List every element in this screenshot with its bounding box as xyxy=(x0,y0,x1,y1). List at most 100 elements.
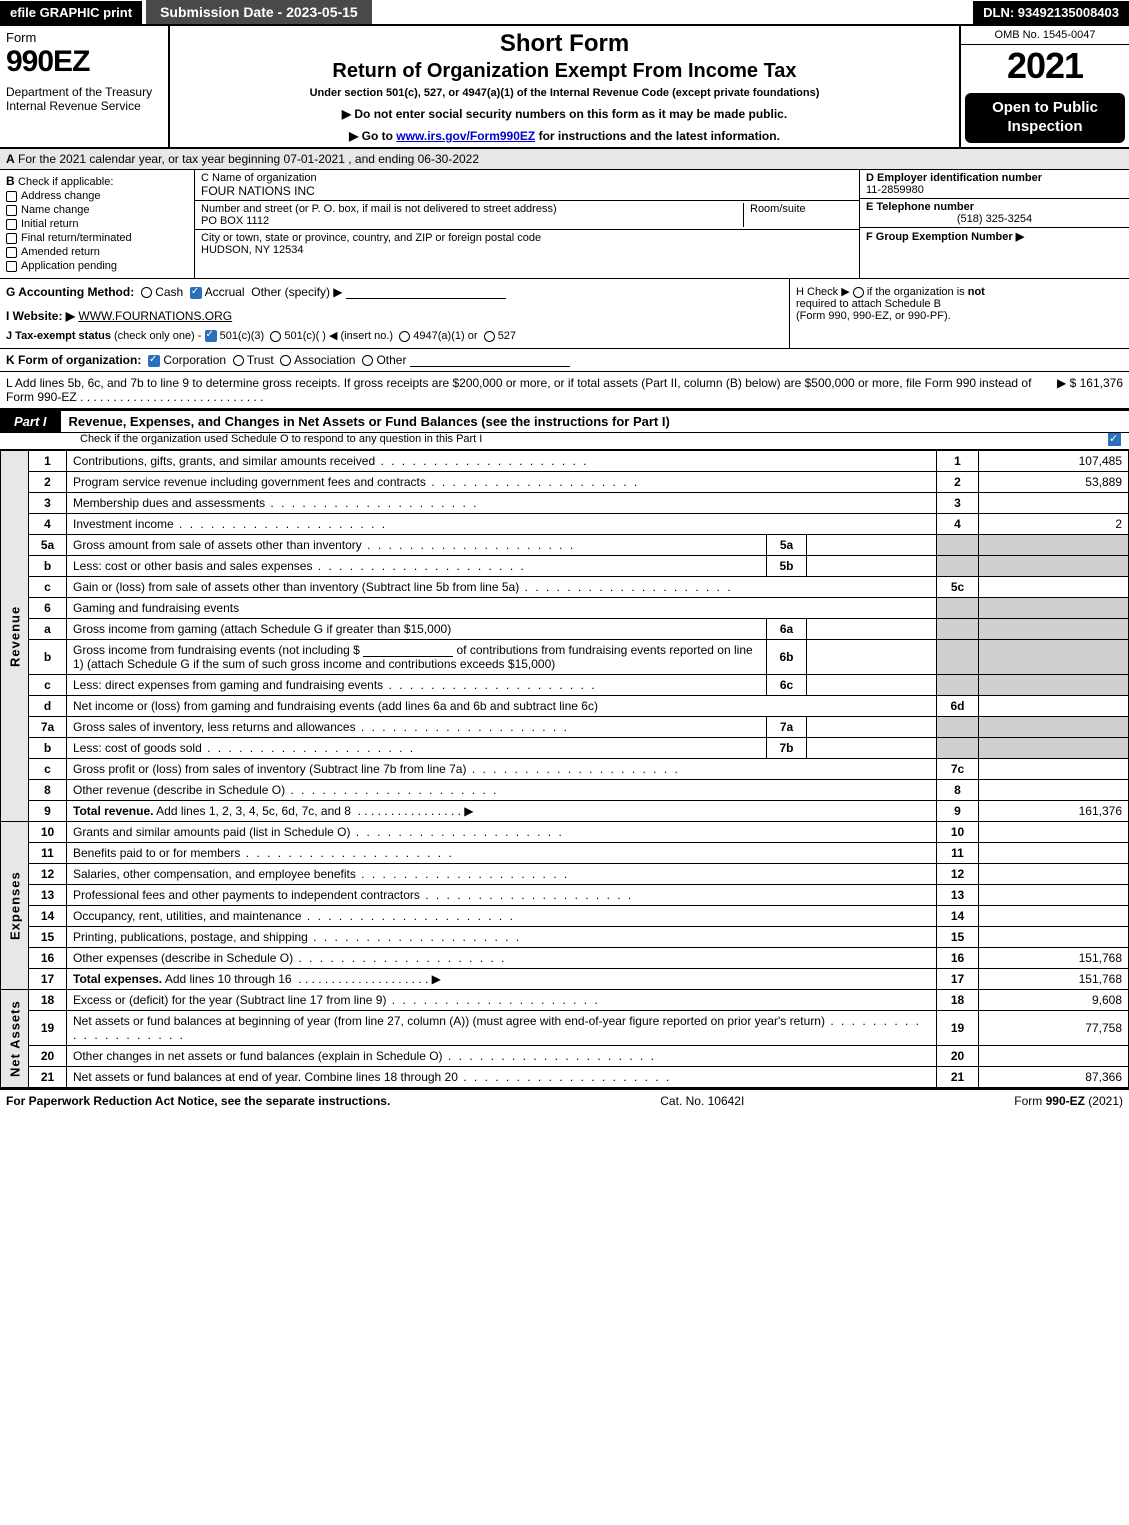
line-4: 4 Investment income 4 2 xyxy=(1,514,1129,535)
r6b-blank[interactable] xyxy=(363,645,453,657)
line-subval xyxy=(807,675,937,696)
g-cash: Cash xyxy=(155,285,183,299)
radio-icon[interactable] xyxy=(484,331,495,342)
i-label: I Website: ▶ xyxy=(6,309,75,323)
line-desc: Other expenses (describe in Schedule O) xyxy=(67,948,937,969)
line-subval xyxy=(807,619,937,640)
checkbox-checked-icon[interactable] xyxy=(1108,433,1121,446)
line-num: d xyxy=(29,696,67,717)
line-rlab: 15 xyxy=(937,927,979,948)
shade-cell xyxy=(979,717,1129,738)
b-application-pending[interactable]: Application pending xyxy=(6,260,188,272)
b-name-change[interactable]: Name change xyxy=(6,204,188,216)
line-num: c xyxy=(29,577,67,598)
b-amended-return[interactable]: Amended return xyxy=(6,246,188,258)
irs-link[interactable]: www.irs.gov/Form990EZ xyxy=(396,129,535,143)
line-num: 13 xyxy=(29,885,67,906)
checkbox-icon xyxy=(6,233,17,244)
footer-right-post: (2021) xyxy=(1085,1094,1123,1108)
section-k: K Form of organization: Corporation Trus… xyxy=(0,349,1129,372)
line-desc: Salaries, other compensation, and employ… xyxy=(67,864,937,885)
shade-cell xyxy=(979,535,1129,556)
line-rlab: 3 xyxy=(937,493,979,514)
line-5c: c Gain or (loss) from sale of assets oth… xyxy=(1,577,1129,598)
b-address-change[interactable]: Address change xyxy=(6,190,188,202)
line-10: Expenses 10 Grants and similar amounts p… xyxy=(1,822,1129,843)
line-desc: Occupancy, rent, utilities, and maintena… xyxy=(67,906,937,927)
radio-icon[interactable] xyxy=(399,331,410,342)
checkbox-checked-icon[interactable] xyxy=(148,355,160,367)
website-value[interactable]: WWW.FOURNATIONS.ORG xyxy=(78,309,232,323)
section-c: C Name of organization FOUR NATIONS INC … xyxy=(195,170,859,278)
l-amount: $ 161,376 xyxy=(1070,376,1123,390)
b-final-return[interactable]: Final return/terminated xyxy=(6,232,188,244)
b-check-label: Check if applicable: xyxy=(18,176,113,188)
line-rval xyxy=(979,1046,1129,1067)
k-other-blank[interactable] xyxy=(410,355,570,367)
line-18: Net Assets 18 Excess or (deficit) for th… xyxy=(1,990,1129,1011)
line-sublab: 5b xyxy=(767,556,807,577)
shade-cell xyxy=(937,717,979,738)
org-name: FOUR NATIONS INC xyxy=(201,184,853,198)
line-desc: Less: cost of goods sold xyxy=(67,738,767,759)
shade-cell xyxy=(937,738,979,759)
line-rval xyxy=(979,822,1129,843)
department-label: Department of the Treasury Internal Reve… xyxy=(6,85,162,114)
line-rlab: 12 xyxy=(937,864,979,885)
line-desc: Less: direct expenses from gaming and fu… xyxy=(67,675,767,696)
line-rval: 161,376 xyxy=(979,801,1129,822)
line-8: 8 Other revenue (describe in Schedule O)… xyxy=(1,780,1129,801)
page-footer: For Paperwork Reduction Act Notice, see … xyxy=(0,1088,1129,1112)
g-accrual: Accrual xyxy=(205,285,245,299)
radio-icon[interactable] xyxy=(141,287,152,298)
line-desc: Investment income xyxy=(67,514,937,535)
checkbox-checked-icon[interactable] xyxy=(205,330,217,342)
radio-icon[interactable] xyxy=(280,355,291,366)
j-501c3: 501(c)(3) xyxy=(220,330,265,342)
line-desc: Total expenses. Add lines 10 through 16 … xyxy=(67,969,937,990)
line-rval: 107,485 xyxy=(979,451,1129,472)
top-bar: efile GRAPHIC print Submission Date - 20… xyxy=(0,0,1129,26)
open-to-public: Open to Public Inspection xyxy=(965,93,1125,143)
shade-cell xyxy=(979,598,1129,619)
line-19: 19 Net assets or fund balances at beginn… xyxy=(1,1011,1129,1046)
line-num: 4 xyxy=(29,514,67,535)
line-rlab: 7c xyxy=(937,759,979,780)
r6b-d1: Gross income from fundraising events (no… xyxy=(73,643,360,657)
line-rval xyxy=(979,696,1129,717)
j-501c: 501(c)( ) ◀ (insert no.) xyxy=(284,330,393,342)
section-a: A For the 2021 calendar year, or tax yea… xyxy=(0,149,1129,170)
line-desc: Professional fees and other payments to … xyxy=(67,885,937,906)
shade-cell xyxy=(937,556,979,577)
b-item-0: Address change xyxy=(21,190,101,202)
radio-icon[interactable] xyxy=(233,355,244,366)
c-street-row: Number and street (or P. O. box, if mail… xyxy=(195,201,859,230)
k-corp: Corporation xyxy=(163,353,226,367)
h-text1: H Check ▶ xyxy=(796,286,850,298)
d-label: D Employer identification number xyxy=(866,172,1042,184)
radio-icon[interactable] xyxy=(270,331,281,342)
shade-cell xyxy=(979,556,1129,577)
line-sublab: 7a xyxy=(767,717,807,738)
line-desc: Gross sales of inventory, less returns a… xyxy=(67,717,767,738)
line-desc: Other revenue (describe in Schedule O) xyxy=(67,780,937,801)
line-7c: c Gross profit or (loss) from sales of i… xyxy=(1,759,1129,780)
line-7b: b Less: cost of goods sold 7b xyxy=(1,738,1129,759)
header-right: OMB No. 1545-0047 2021 Open to Public In… xyxy=(959,26,1129,147)
short-form-title: Short Form xyxy=(180,30,949,58)
shade-cell xyxy=(979,738,1129,759)
f-label: F Group Exemption Number ▶ xyxy=(866,231,1024,243)
checkbox-checked-icon[interactable] xyxy=(190,287,202,299)
line-rval: 151,768 xyxy=(979,969,1129,990)
g-other-blank[interactable] xyxy=(346,287,506,299)
e-label: E Telephone number xyxy=(866,201,974,213)
j-527: 527 xyxy=(498,330,516,342)
h-text4: (Form 990, 990-EZ, or 990-PF). xyxy=(796,310,951,322)
footer-right-bold: 990-EZ xyxy=(1046,1094,1085,1108)
line-17: 17 Total expenses. Add lines 10 through … xyxy=(1,969,1129,990)
c-name-row: C Name of organization FOUR NATIONS INC xyxy=(195,170,859,201)
radio-icon[interactable] xyxy=(362,355,373,366)
b-initial-return[interactable]: Initial return xyxy=(6,218,188,230)
radio-icon[interactable] xyxy=(853,287,864,298)
form-number: 990EZ xyxy=(6,45,162,79)
